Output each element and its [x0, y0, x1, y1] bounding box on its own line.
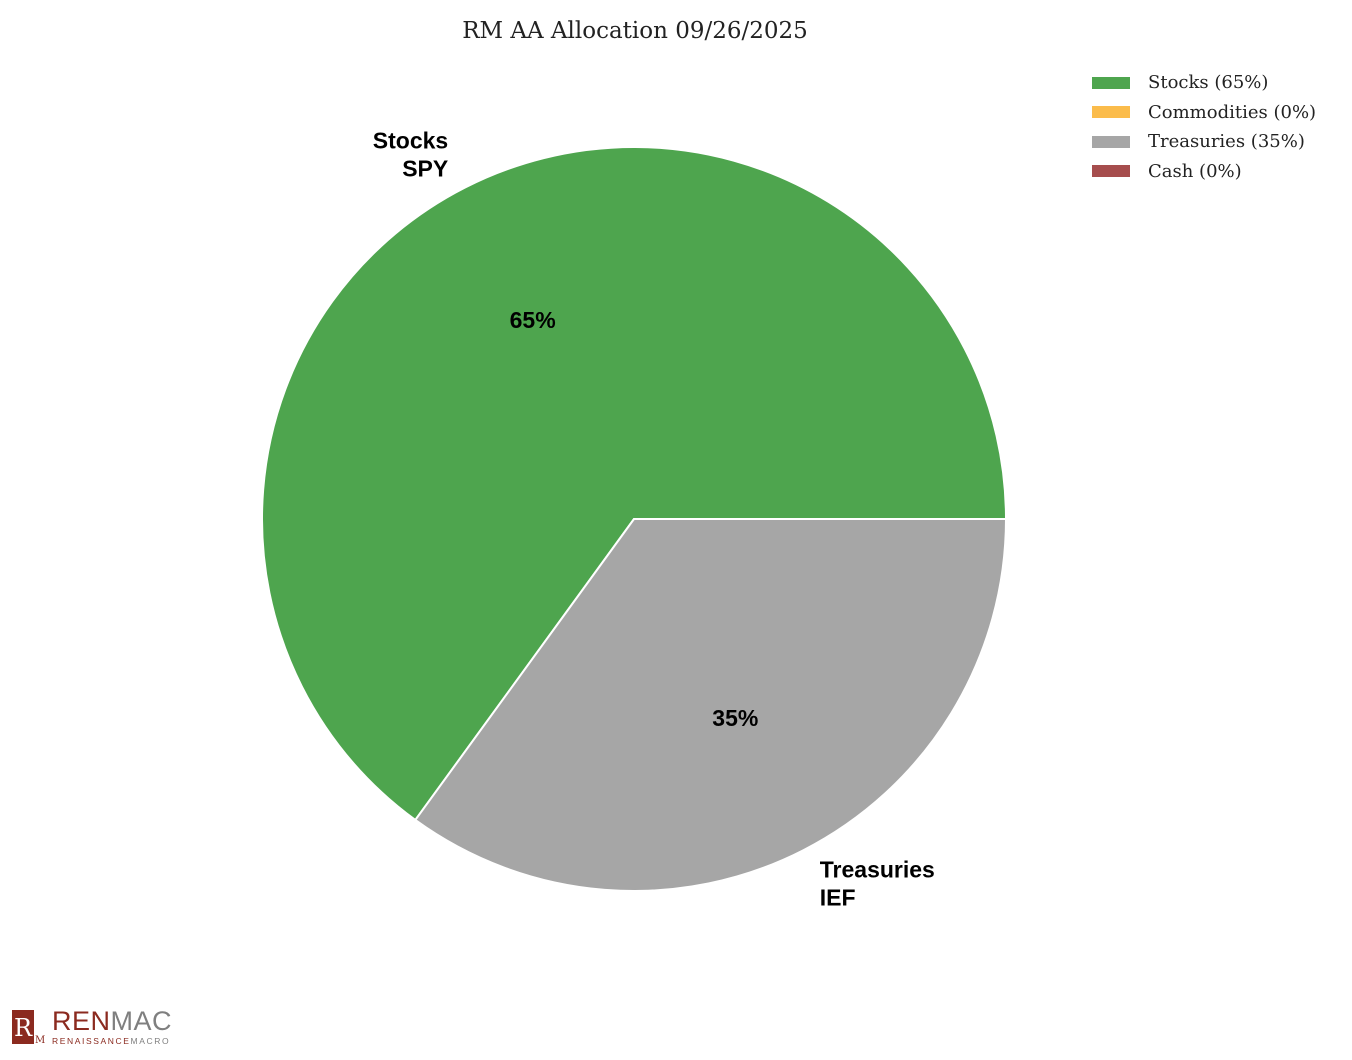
- logo-wordmark: RENMAC: [52, 1008, 172, 1035]
- renmac-logo: R M RENMAC RENAISSANCEMACRO: [12, 1008, 172, 1046]
- svg-text:M: M: [35, 1035, 45, 1044]
- legend-swatch-cash: [1092, 165, 1130, 178]
- logo-sub-macro: MACRO: [130, 1036, 171, 1046]
- legend-label-stocks: Stocks (65%): [1148, 72, 1269, 94]
- legend-swatch-commodities: [1092, 106, 1130, 119]
- chart-title: RM AA Allocation 09/26/2025: [462, 18, 808, 44]
- legend: Stocks (65%) Commodities (0%) Treasuries…: [1092, 68, 1316, 186]
- legend-swatch-stocks: [1092, 76, 1130, 89]
- slice-category-label-line: Treasuries: [820, 857, 935, 883]
- logo-word-mac: MAC: [110, 1006, 173, 1036]
- logo-word-ren: REN: [52, 1006, 111, 1036]
- slice-category-label-stocks: Stocks SPY: [373, 127, 448, 181]
- slice-pct-label-stocks: 65%: [510, 307, 556, 333]
- renmac-logo-mark: R M: [12, 1009, 45, 1044]
- slice-category-label-line: IEF: [820, 885, 856, 911]
- pie-slice-treasuries: [413, 518, 1008, 892]
- logo-subtitle: RENAISSANCEMACRO: [52, 1037, 172, 1046]
- slice-pct-label-treasuries: 35%: [712, 705, 758, 731]
- legend-item-treasuries: Treasuries (35%): [1092, 127, 1316, 157]
- slice-category-label-treasuries: Treasuries IEF: [820, 857, 935, 911]
- slice-category-label-line: Stocks: [373, 127, 448, 153]
- legend-label-commodities: Commodities (0%): [1148, 101, 1317, 123]
- slice-category-label-line: SPY: [402, 155, 448, 181]
- pie-slice-stocks: [261, 146, 1008, 822]
- svg-text:R: R: [14, 1014, 33, 1042]
- legend-label-cash: Cash (0%): [1148, 160, 1242, 182]
- legend-item-stocks: Stocks (65%): [1092, 68, 1316, 98]
- legend-item-cash: Cash (0%): [1092, 157, 1316, 187]
- legend-label-treasuries: Treasuries (35%): [1148, 131, 1305, 153]
- logo-sub-renaissance: RENAISSANCE: [52, 1036, 131, 1046]
- legend-swatch-treasuries: [1092, 135, 1130, 148]
- legend-item-commodities: Commodities (0%): [1092, 98, 1316, 128]
